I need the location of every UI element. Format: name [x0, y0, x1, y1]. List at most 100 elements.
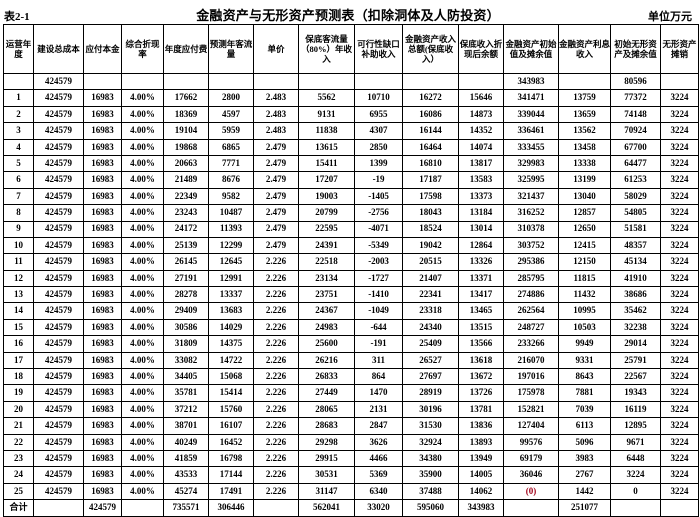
- cell-r20-c12[interactable]: 7039: [558, 400, 611, 419]
- cell-opening-c0[interactable]: [3, 72, 34, 91]
- cell-r2-c8[interactable]: 6955: [354, 105, 403, 124]
- cell-r14-c11[interactable]: 262564: [503, 302, 559, 320]
- cell-r5-c3[interactable]: 4.00%: [121, 154, 164, 173]
- cell-r4-c12[interactable]: 13458: [558, 138, 611, 156]
- cell-r7-c2[interactable]: 16983: [83, 187, 122, 206]
- cell-r22-c3[interactable]: 4.00%: [121, 433, 164, 451]
- cell-r15-c5[interactable]: 14029: [208, 318, 254, 337]
- cell-r23-c0[interactable]: 23: [3, 449, 34, 468]
- column-header-9[interactable]: 金融资产收入总额(保底收入）: [402, 24, 459, 74]
- cell-r4-c4[interactable]: 19868: [163, 138, 209, 156]
- cell-r15-c3[interactable]: 4.00%: [121, 318, 164, 337]
- cell-r24-c1[interactable]: 424579: [33, 466, 84, 484]
- cell-r13-c5[interactable]: 13337: [208, 286, 254, 304]
- cell-r5-c4[interactable]: 20663: [163, 154, 209, 173]
- cell-r25-c13[interactable]: 0: [610, 482, 661, 501]
- column-header-4[interactable]: 年度应付费: [163, 24, 209, 74]
- cell-r25-c1[interactable]: 424579: [33, 482, 84, 501]
- cell-r15-c4[interactable]: 30586: [163, 318, 209, 337]
- cell-r16-c2[interactable]: 16983: [83, 335, 122, 353]
- column-header-5[interactable]: 预测年客流量: [208, 24, 254, 74]
- cell-r13-c9[interactable]: 22341: [402, 286, 459, 304]
- cell-r7-c10[interactable]: 13373: [458, 187, 504, 206]
- cell-r4-c10[interactable]: 14074: [458, 138, 504, 156]
- cell-r5-c2[interactable]: 16983: [83, 154, 122, 173]
- cell-r19-c14[interactable]: 3224: [660, 384, 699, 402]
- cell-r23-c10[interactable]: 13949: [458, 449, 504, 468]
- cell-r10-c4[interactable]: 25139: [163, 236, 209, 255]
- cell-r4-c7[interactable]: 13615: [298, 138, 355, 156]
- cell-r9-c14[interactable]: 3224: [660, 220, 699, 238]
- cell-total-c1[interactable]: [33, 499, 84, 517]
- cell-r3-c10[interactable]: 14352: [458, 122, 504, 140]
- cell-r21-c10[interactable]: 13836: [458, 417, 504, 435]
- cell-r24-c14[interactable]: 3224: [660, 466, 699, 484]
- cell-total-c7[interactable]: 562041: [298, 499, 355, 517]
- cell-r14-c10[interactable]: 13465: [458, 302, 504, 320]
- column-header-7[interactable]: 保底客流量（80%）年收入: [298, 24, 355, 74]
- cell-opening-c13[interactable]: 80596: [610, 72, 661, 91]
- cell-r7-c1[interactable]: 424579: [33, 187, 84, 206]
- cell-r22-c0[interactable]: 22: [3, 433, 34, 451]
- cell-r9-c10[interactable]: 13014: [458, 220, 504, 238]
- cell-r15-c10[interactable]: 13515: [458, 318, 504, 337]
- cell-r18-c5[interactable]: 15068: [208, 368, 254, 386]
- cell-r22-c8[interactable]: 3626: [354, 433, 403, 451]
- cell-r4-c11[interactable]: 333455: [503, 138, 559, 156]
- cell-r3-c12[interactable]: 13562: [558, 122, 611, 140]
- column-header-14[interactable]: 无形资产摊销: [660, 24, 699, 74]
- cell-r12-c12[interactable]: 11815: [558, 269, 611, 288]
- cell-r4-c0[interactable]: 4: [3, 138, 34, 156]
- cell-r13-c7[interactable]: 23751: [298, 286, 355, 304]
- cell-r13-c12[interactable]: 11432: [558, 286, 611, 304]
- cell-r6-c6[interactable]: 2.479: [253, 171, 299, 189]
- cell-total-c14[interactable]: [660, 499, 699, 517]
- cell-r1-c0[interactable]: 1: [3, 89, 34, 107]
- cell-r12-c3[interactable]: 4.00%: [121, 269, 164, 288]
- cell-r7-c7[interactable]: 19003: [298, 187, 355, 206]
- cell-r21-c0[interactable]: 21: [3, 417, 34, 435]
- cell-r19-c8[interactable]: 1470: [354, 384, 403, 402]
- cell-r7-c9[interactable]: 17598: [402, 187, 459, 206]
- cell-r8-c13[interactable]: 54805: [610, 204, 661, 222]
- cell-r17-c14[interactable]: 3224: [660, 351, 699, 370]
- cell-r13-c2[interactable]: 16983: [83, 286, 122, 304]
- cell-r17-c1[interactable]: 424579: [33, 351, 84, 370]
- cell-r5-c11[interactable]: 329983: [503, 154, 559, 173]
- cell-r20-c5[interactable]: 15760: [208, 400, 254, 419]
- cell-r9-c1[interactable]: 424579: [33, 220, 84, 238]
- cell-r20-c0[interactable]: 20: [3, 400, 34, 419]
- cell-r1-c6[interactable]: 2.483: [253, 89, 299, 107]
- cell-r1-c11[interactable]: 341471: [503, 89, 559, 107]
- cell-r1-c12[interactable]: 13759: [558, 89, 611, 107]
- cell-opening-c8[interactable]: [354, 72, 403, 91]
- cell-r19-c6[interactable]: 2.226: [253, 384, 299, 402]
- cell-r22-c13[interactable]: 9671: [610, 433, 661, 451]
- cell-r17-c9[interactable]: 26527: [402, 351, 459, 370]
- cell-r1-c9[interactable]: 16272: [402, 89, 459, 107]
- cell-r18-c8[interactable]: 864: [354, 368, 403, 386]
- cell-r2-c4[interactable]: 18369: [163, 105, 209, 124]
- cell-r19-c7[interactable]: 27449: [298, 384, 355, 402]
- cell-r7-c14[interactable]: 3224: [660, 187, 699, 206]
- cell-r9-c6[interactable]: 2.479: [253, 220, 299, 238]
- cell-r18-c7[interactable]: 26833: [298, 368, 355, 386]
- cell-r22-c2[interactable]: 16983: [83, 433, 122, 451]
- cell-r12-c2[interactable]: 16983: [83, 269, 122, 288]
- cell-r8-c5[interactable]: 10487: [208, 204, 254, 222]
- cell-r20-c14[interactable]: 3224: [660, 400, 699, 419]
- cell-r21-c11[interactable]: 127404: [503, 417, 559, 435]
- cell-r21-c13[interactable]: 12895: [610, 417, 661, 435]
- cell-r2-c2[interactable]: 16983: [83, 105, 122, 124]
- cell-r11-c3[interactable]: 4.00%: [121, 253, 164, 271]
- cell-r7-c3[interactable]: 4.00%: [121, 187, 164, 206]
- cell-r14-c6[interactable]: 2.226: [253, 302, 299, 320]
- cell-r11-c4[interactable]: 26145: [163, 253, 209, 271]
- cell-r4-c5[interactable]: 6865: [208, 138, 254, 156]
- cell-r7-c5[interactable]: 9582: [208, 187, 254, 206]
- cell-total-c8[interactable]: 33020: [354, 499, 403, 517]
- cell-total-c3[interactable]: [121, 499, 164, 517]
- cell-r22-c10[interactable]: 13893: [458, 433, 504, 451]
- cell-r14-c8[interactable]: -1049: [354, 302, 403, 320]
- cell-r21-c8[interactable]: 2847: [354, 417, 403, 435]
